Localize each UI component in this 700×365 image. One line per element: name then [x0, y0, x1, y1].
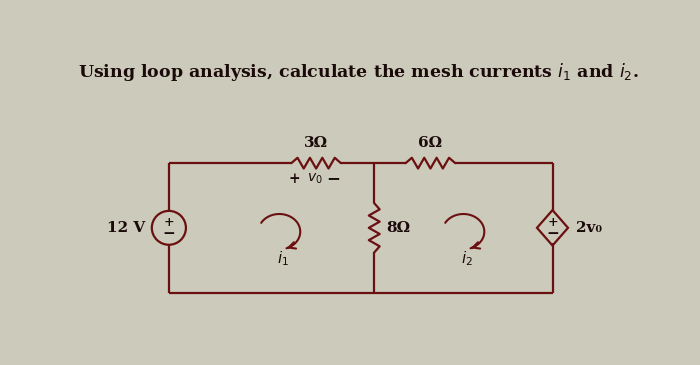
Text: 3Ω: 3Ω — [304, 136, 328, 150]
Text: +: + — [164, 216, 174, 229]
Text: $i_1$: $i_1$ — [277, 249, 289, 268]
Text: +: + — [547, 216, 558, 229]
Text: −: − — [326, 170, 340, 187]
Text: −: − — [546, 227, 559, 241]
Text: 8Ω: 8Ω — [386, 221, 411, 235]
Text: +: + — [288, 172, 300, 185]
Text: $i_2$: $i_2$ — [461, 249, 473, 268]
Text: Using loop analysis, calculate the mesh currents $i_1$ and $i_2$.: Using loop analysis, calculate the mesh … — [78, 61, 639, 83]
Text: 12 V: 12 V — [107, 221, 146, 235]
Text: −: − — [162, 227, 175, 241]
Text: 6Ω: 6Ω — [419, 136, 442, 150]
Text: 2v₀: 2v₀ — [575, 221, 602, 235]
Text: $v_0$: $v_0$ — [307, 171, 323, 186]
